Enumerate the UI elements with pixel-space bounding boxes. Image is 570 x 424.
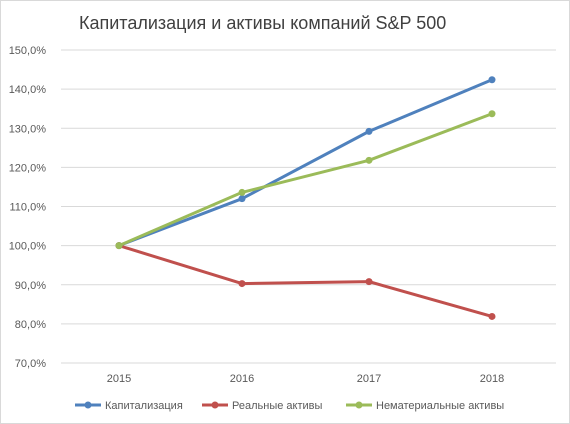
data-point [238,280,246,288]
y-tick-label: 80,0% [15,319,46,331]
x-tick-label: 2016 [230,373,254,385]
data-point [238,195,246,203]
y-tick-label: 110,0% [10,202,47,214]
y-tick-label: 130,0% [9,123,47,135]
legend-marker [84,401,92,409]
data-point [488,76,496,84]
y-tick-label: 90,0% [15,280,46,292]
legend-label: Капитализация [105,400,183,412]
x-tick-label: 2015 [107,373,131,385]
x-tick-label: 2017 [357,373,381,385]
series-line-3 [117,112,494,248]
series-lines [115,76,496,320]
gridlines [61,49,556,364]
legend-label: Нематериальные активы [376,400,504,412]
x-tick-label: 2018 [480,373,504,385]
data-point [365,127,373,135]
y-tick-label: 100,0% [9,241,47,253]
legend: Капитализация Реальные активы Нематериальн… [75,400,504,412]
y-axis-ticks: 70,0% 80,0% 90,0% 100,0% 110,0% 120,0% 130,0% 1… [9,45,47,370]
y-tick-label: 150,0% [9,45,47,57]
y-tick-label: 120,0% [9,162,47,174]
chart-title: Капитализация и активы компаний S&P 500 [79,13,447,33]
legend-marker [211,401,219,409]
y-tick-label: 70,0% [15,358,46,370]
legend-label: Реальные активы [232,400,322,412]
data-point [365,278,373,286]
series-line-2 [117,244,494,318]
data-point [488,110,496,118]
data-point [365,156,373,164]
y-tick-label: 140,0% [9,84,47,96]
data-point [238,188,246,196]
legend-marker [355,401,363,409]
data-point [115,242,123,250]
data-point [488,312,496,320]
x-axis-ticks: 2015 2016 2017 2018 [107,373,504,385]
series-line-1 [117,78,494,248]
